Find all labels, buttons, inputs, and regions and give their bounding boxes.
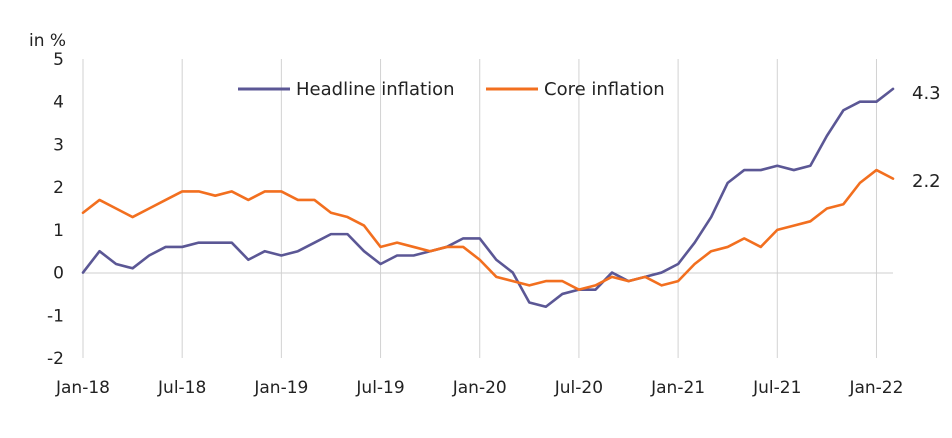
x-tick-label: Jul-18 (157, 378, 206, 398)
vertical-gridlines (82, 59, 877, 358)
x-tick-label: Jan-18 (55, 378, 110, 398)
y-tick-label: 3 (53, 135, 64, 155)
x-axis-ticks: Jan-18 Jul-18 Jan-19 Jul-19 Jan-20 Jul-20 Jan-… (55, 378, 903, 398)
x-tick-label: Jan-21 (650, 378, 705, 398)
y-tick-label: 1 (53, 221, 64, 241)
y-tick-label: 4 (53, 93, 64, 113)
x-tick-label: Jul-19 (355, 378, 404, 398)
y-axis-ticks: 5 4 3 2 1 0 -1 -2 (47, 50, 64, 369)
core-end-value-label: 2.2 (912, 171, 941, 192)
y-axis-unit-label: in % (29, 31, 66, 51)
y-tick-label: 0 (53, 264, 64, 284)
y-tick-label: -2 (47, 349, 64, 369)
series-lines (81, 87, 895, 309)
legend: Headline inflation Core inflation (238, 79, 665, 100)
x-tick-label: Jan-20 (452, 378, 507, 398)
legend-label-core: Core inflation (544, 79, 665, 100)
x-tick-label: Jul-20 (554, 378, 603, 398)
y-tick-label: -1 (47, 306, 64, 326)
y-tick-label: 5 (53, 50, 64, 70)
core-inflation-line (81, 168, 895, 291)
legend-label-headline: Headline inflation (296, 79, 455, 100)
y-tick-label: 2 (53, 178, 64, 198)
x-tick-label: Jan-22 (848, 378, 903, 398)
headline-inflation-line (81, 87, 895, 309)
headline-end-value-label: 4.3 (912, 83, 941, 104)
x-tick-label: Jan-19 (253, 378, 308, 398)
x-tick-label: Jul-21 (752, 378, 801, 398)
